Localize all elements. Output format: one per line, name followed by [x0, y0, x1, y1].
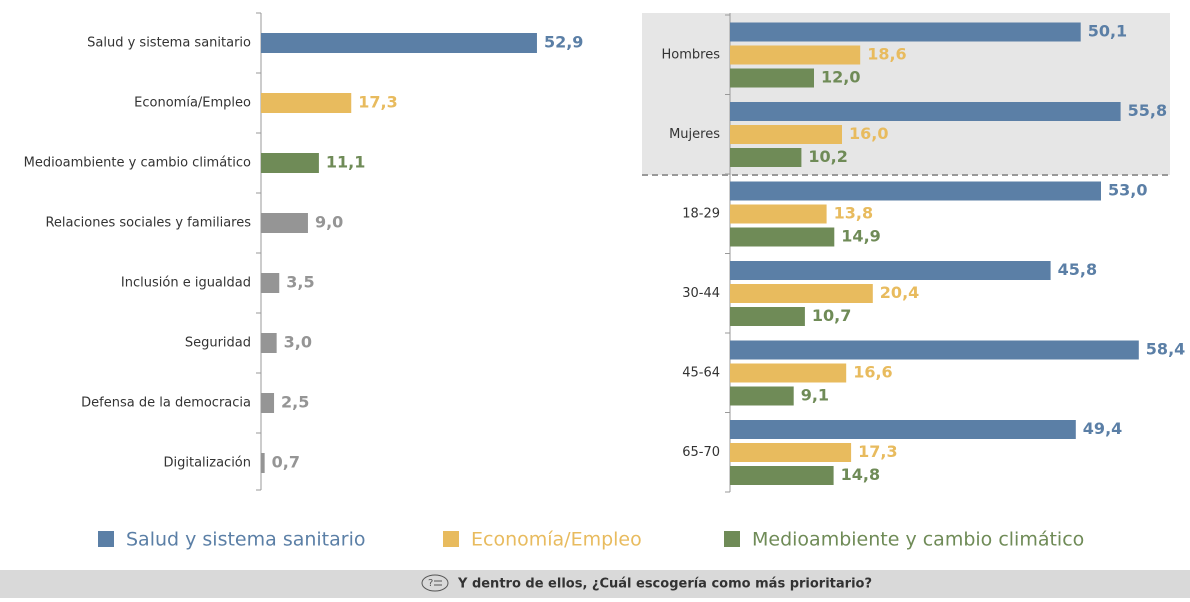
bar: [730, 307, 805, 326]
value-label: 0,7: [272, 453, 300, 472]
value-label: 16,6: [853, 363, 892, 382]
value-label: 20,4: [880, 283, 919, 302]
category-label: Defensa de la democracia: [81, 396, 251, 411]
category-label: Seguridad: [185, 336, 251, 351]
value-label: 52,9: [544, 33, 583, 52]
category-label: Economía/Empleo: [134, 96, 251, 111]
bar: [730, 22, 1081, 42]
value-label: 58,4: [1146, 340, 1185, 359]
value-label: 17,3: [358, 93, 397, 112]
category-label: Relaciones sociales y familiares: [45, 216, 251, 231]
value-label: 12,0: [821, 68, 860, 87]
value-label: 16,0: [849, 124, 888, 143]
bar: [261, 213, 308, 233]
bar: [730, 181, 1101, 201]
bar: [730, 420, 1076, 439]
value-label: 10,7: [812, 306, 851, 325]
category-label: Hombres: [662, 48, 721, 63]
value-label: 14,8: [841, 465, 880, 484]
value-label: 9,0: [315, 213, 343, 232]
bar: [261, 453, 265, 473]
bar: [730, 363, 847, 383]
bar: [730, 340, 1139, 360]
bar: [261, 333, 277, 353]
value-label: 3,5: [286, 273, 314, 292]
category-label: Digitalización: [163, 456, 251, 471]
bar: [730, 45, 861, 65]
legend-label: Salud y sistema sanitario: [126, 529, 366, 551]
category-label: Mujeres: [669, 127, 720, 142]
value-label: 50,1: [1088, 22, 1127, 41]
bar: [261, 33, 537, 53]
bar: [730, 125, 842, 144]
legend-swatch: [98, 531, 114, 547]
bar: [730, 204, 827, 224]
category-label: 18-29: [682, 207, 720, 222]
bar: [730, 102, 1121, 121]
value-label: 10,2: [808, 147, 847, 166]
value-label: 45,8: [1058, 260, 1097, 279]
category-label: Medioambiente y cambio climático: [24, 156, 251, 171]
svg-text:?: ?: [428, 578, 433, 589]
value-label: 18,6: [867, 45, 906, 64]
footer-text: Y dentro de ellos, ¿Cuál escogería como …: [457, 577, 872, 592]
value-label: 14,9: [841, 227, 880, 246]
bar: [730, 261, 1051, 280]
bar: [261, 93, 352, 113]
bar: [730, 284, 873, 303]
category-label: 30-44: [682, 286, 720, 301]
legend-label: Economía/Empleo: [471, 529, 642, 551]
legend-label: Medioambiente y cambio climático: [752, 529, 1084, 551]
value-label: 13,8: [834, 204, 873, 223]
question-icon: ?: [421, 574, 449, 592]
bar: [261, 393, 275, 413]
value-label: 11,1: [326, 153, 365, 172]
category-label: 45-64: [682, 366, 720, 381]
legend-swatch: [443, 531, 459, 547]
category-label: Inclusión e igualdad: [121, 276, 251, 291]
value-label: 9,1: [801, 386, 829, 405]
bar: [261, 153, 319, 173]
bar: [730, 227, 835, 247]
bar: [730, 466, 834, 485]
category-label: Salud y sistema sanitario: [87, 36, 251, 51]
value-label: 49,4: [1083, 419, 1122, 438]
bar: [730, 386, 794, 406]
bar: [730, 443, 852, 462]
value-label: 2,5: [281, 393, 309, 412]
value-label: 3,0: [284, 333, 312, 352]
bar: [261, 273, 280, 293]
legend-swatch: [724, 531, 740, 547]
bar: [730, 148, 802, 167]
value-label: 53,0: [1108, 181, 1147, 200]
category-label: 65-70: [682, 445, 720, 460]
value-label: 55,8: [1128, 101, 1167, 120]
footer-bg: [0, 570, 1190, 598]
bar: [730, 68, 814, 88]
value-label: 17,3: [858, 442, 897, 461]
